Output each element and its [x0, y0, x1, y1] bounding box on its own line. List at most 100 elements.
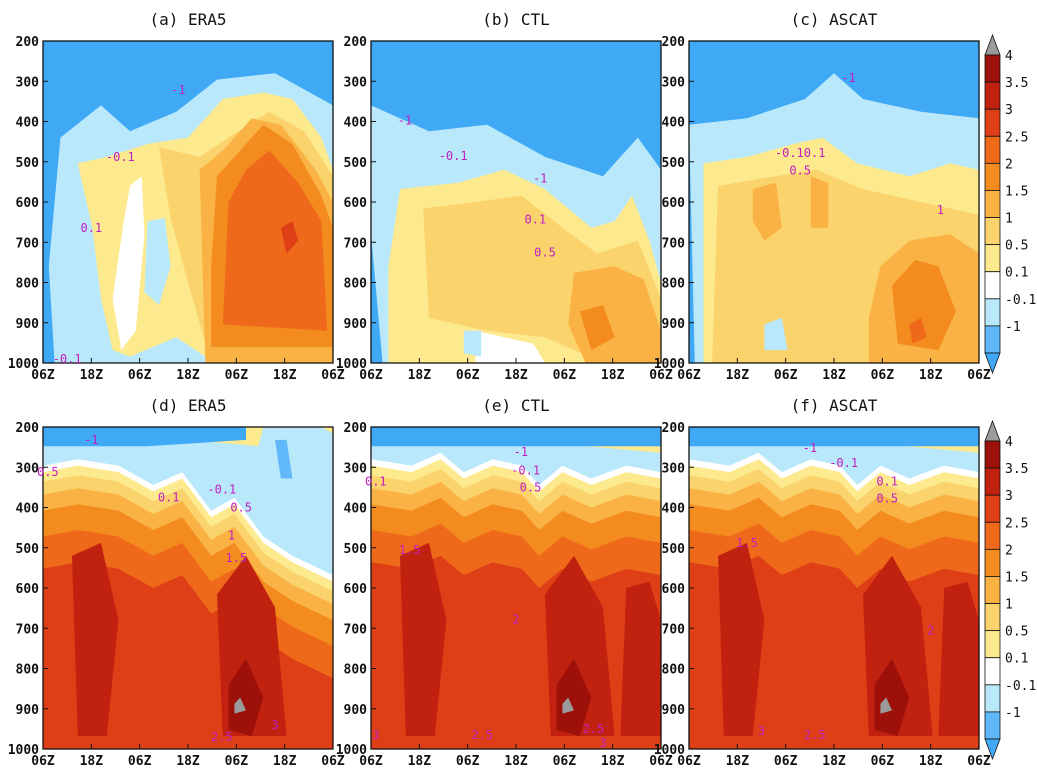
x-tick-label: 18Z — [822, 754, 846, 769]
y-tick-label: 400 — [344, 116, 368, 131]
y-tick-label: 600 — [16, 196, 40, 211]
colorbar-max-arrow — [984, 33, 1001, 56]
colorbar-box — [984, 521, 1001, 550]
colorbar-box — [984, 657, 1001, 686]
contour-label: 1 — [228, 529, 235, 543]
contour-label: -0.1 — [106, 150, 135, 164]
colorbar-label: 0.1 — [1005, 652, 1028, 667]
contour-label: 2.5 — [582, 722, 604, 736]
y-tick-label: 1000 — [8, 743, 39, 758]
colorbar-box — [984, 576, 1001, 604]
panels: 06Z 18Z 06Z 18Z 06Z 18Z 06Z 200 300 400 500 600 700 8… — [8, 10, 991, 769]
contour-label: 0.5 — [37, 465, 59, 479]
y-tick-label: 900 — [16, 703, 40, 718]
colorbar-min-arrow — [984, 738, 1001, 761]
x-tick-label: 06Z — [677, 754, 701, 769]
colorbar-box — [984, 217, 1001, 246]
contour-label: 0.1 — [365, 474, 387, 488]
panel-title: (c) ASCAT — [791, 10, 878, 29]
x-tick-label: 18Z — [408, 368, 432, 383]
colorbar-box — [984, 190, 1001, 218]
colorbar-label: 1 — [1005, 212, 1013, 227]
y-tick-label: 500 — [344, 156, 368, 171]
y-tick-label: 400 — [344, 502, 368, 517]
x-tick-label: 18Z — [80, 368, 104, 383]
colorbar-label: -1 — [1005, 706, 1021, 721]
x-tick-label: 06Z — [553, 754, 577, 769]
y-tick-label: 800 — [344, 277, 368, 292]
x-tick-label: 06Z — [359, 754, 383, 769]
contour-label: -0.1 — [511, 463, 540, 477]
contour-label: 0.5 — [789, 164, 811, 178]
x-tick-label: 18Z — [273, 754, 297, 769]
contour-label: 0.1 — [80, 221, 102, 235]
panel-d: 06Z 18Z 06Z 18Z 06Z 18Z 06Z 200 300 400 500 600 700 8… — [8, 396, 345, 769]
y-tick-label: 900 — [344, 317, 368, 332]
colorbar-box — [984, 135, 1001, 164]
y-tick-label: 800 — [662, 277, 686, 292]
contour-label: -1 — [84, 433, 98, 447]
colorbar-label: 2.5 — [1005, 516, 1028, 531]
colorbar-box — [984, 298, 1001, 327]
colorbar-box — [984, 494, 1001, 523]
contour-band — [892, 260, 956, 351]
contour-label: 2 — [512, 612, 519, 626]
contour-label: 1.5 — [399, 543, 421, 557]
contour-label: 2.5 — [471, 728, 493, 742]
colorbar-box — [984, 81, 1001, 110]
colorbar-label: 3 — [1005, 103, 1013, 118]
y-tick-label: 400 — [662, 502, 686, 517]
panel-f: 06Z 18Z 06Z 18Z 06Z 18Z 06Z 200 300 400 500 600 700 8… — [654, 396, 991, 769]
panel-title: (f) ASCAT — [791, 396, 878, 415]
panel-title: (a) ERA5 — [149, 10, 226, 29]
colorbar-label: 4 — [1005, 435, 1013, 450]
y-tick-label: 1000 — [654, 357, 685, 372]
x-tick-label: 06Z — [31, 368, 55, 383]
contour-label: 0.1 — [876, 474, 898, 488]
x-tick-label: 06Z — [871, 368, 895, 383]
contour-label: 3 — [758, 724, 765, 738]
y-tick-label: 900 — [662, 317, 686, 332]
y-tick-label: 600 — [344, 582, 368, 597]
colorbar-label: 1.5 — [1005, 570, 1028, 585]
contour-label: 0.5 — [230, 501, 252, 515]
y-tick-label: 200 — [16, 35, 40, 50]
x-tick-label: 06Z — [967, 754, 991, 769]
contour-band — [43, 427, 246, 447]
contour-label: 2.5 — [804, 728, 826, 742]
x-tick-label: 06Z — [456, 754, 480, 769]
panel-a: 06Z 18Z 06Z 18Z 06Z 18Z 06Z 200 300 400 500 600 700 8… — [8, 10, 345, 383]
colorbar-box — [984, 108, 1001, 137]
panel-b: 06Z 18Z 06Z 18Z 06Z 18Z 06Z 200 300 400 500 600 700 8… — [336, 10, 673, 383]
y-tick-label: 600 — [16, 582, 40, 597]
colorbar-box — [984, 711, 1001, 740]
panel-e: 06Z 18Z 06Z 18Z 06Z 18Z 06Z 200 300 400 500 600 700 8… — [336, 396, 673, 769]
colorbar-label: 0.5 — [1005, 239, 1028, 254]
panel-title: (d) ERA5 — [149, 396, 226, 415]
x-tick-label: 06Z — [31, 754, 55, 769]
contour-fill — [43, 427, 333, 749]
colorbar-label: 2.5 — [1005, 130, 1028, 145]
y-tick-label: 800 — [344, 663, 368, 678]
x-tick-label: 06Z — [128, 754, 152, 769]
x-tick-label: 18Z — [408, 754, 432, 769]
colorbar-label: 3.5 — [1005, 462, 1028, 477]
contour-band — [909, 317, 927, 344]
y-tick-label: 800 — [16, 663, 40, 678]
contour-label: -1 — [841, 71, 855, 85]
colorbar-max-arrow — [984, 419, 1001, 442]
contour-fill — [371, 41, 661, 363]
contour-label: 2 — [927, 623, 934, 637]
colorbar-box — [984, 630, 1001, 659]
colorbar-box — [984, 603, 1001, 632]
y-tick-label: 200 — [344, 421, 368, 436]
panel-title: (b) CTL — [482, 10, 549, 29]
contour-band — [280, 221, 299, 254]
x-tick-label: 18Z — [822, 368, 846, 383]
y-tick-label: 400 — [16, 116, 40, 131]
contour-band — [400, 542, 447, 737]
x-tick-label: 18Z — [504, 754, 528, 769]
colorbar-label: 1.5 — [1005, 184, 1028, 199]
contour-label: -1 — [171, 83, 185, 97]
contour-band — [938, 581, 979, 737]
